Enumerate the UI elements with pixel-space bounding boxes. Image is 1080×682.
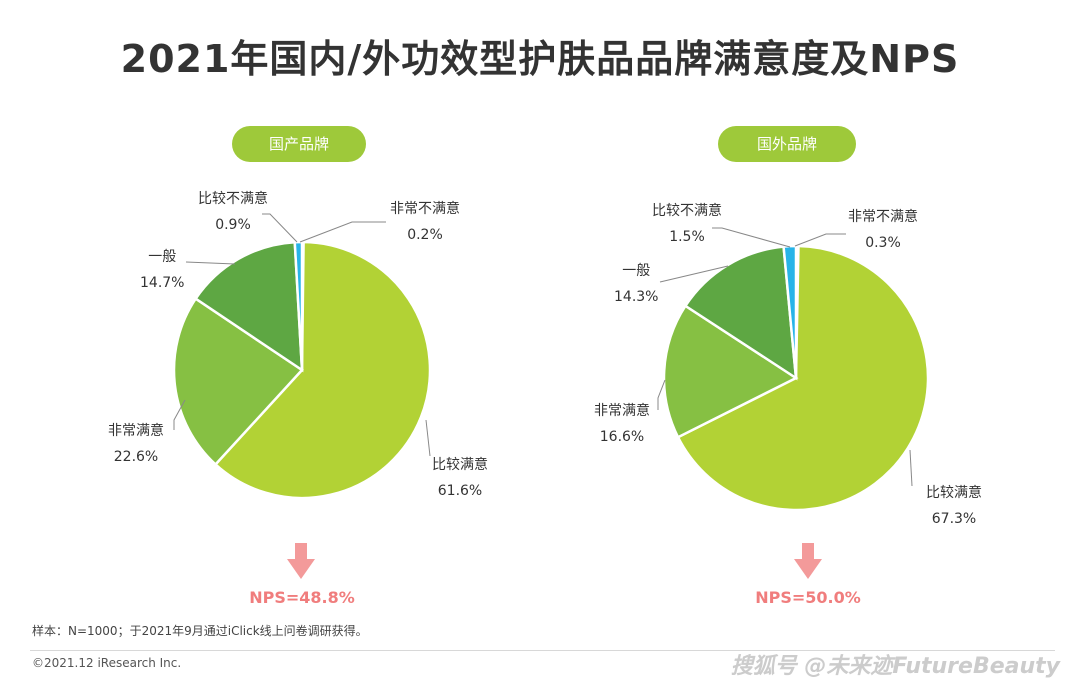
leader-line xyxy=(657,379,666,410)
leader-line xyxy=(185,261,236,265)
pie-slice-domestic-satisfied xyxy=(213,240,432,500)
leader-line xyxy=(173,399,186,430)
label-domestic-satisfied: 比较满意 61.6% xyxy=(432,452,488,504)
pie-slice-foreign-neutral xyxy=(683,245,798,381)
label-name: 比较不满意 xyxy=(198,191,268,207)
label-foreign-satisfied: 比较满意 67.3% xyxy=(926,480,982,532)
label-value: 1.5% xyxy=(669,229,705,245)
arrow-down-icon xyxy=(287,543,315,579)
page-title: 2021年国内/外功效型护肤品品牌满意度及NPS xyxy=(120,37,960,81)
label-foreign-very-dissatisfied: 非常不满意 0.3% xyxy=(848,204,918,256)
divider xyxy=(30,650,1055,651)
label-name: 非常不满意 xyxy=(390,201,460,217)
label-name: 非常满意 xyxy=(108,423,164,439)
label-name: 非常满意 xyxy=(594,403,650,419)
leader-line xyxy=(425,419,431,457)
label-name: 一般 xyxy=(148,249,177,265)
label-domestic-very-dissatisfied: 非常不满意 0.2% xyxy=(390,196,460,248)
label-value: 16.6% xyxy=(599,429,645,445)
leader-line xyxy=(909,449,913,487)
label-value: 0.3% xyxy=(865,235,901,251)
label-value: 14.3% xyxy=(614,289,659,305)
label-value: 67.3% xyxy=(931,511,977,527)
label-value: 61.6% xyxy=(437,483,483,499)
pie-slice-domestic-dissatisfied xyxy=(293,240,304,371)
label-domestic-very-satisfied: 非常满意 22.6% xyxy=(108,418,164,470)
label-value: 0.9% xyxy=(215,217,251,233)
label-value: 0.2% xyxy=(407,227,443,243)
pill-foreign: 国外品牌 xyxy=(718,126,856,162)
label-name: 比较不满意 xyxy=(652,203,722,219)
label-foreign-neutral: 一般 14.3% xyxy=(614,258,658,310)
pie-slice-foreign-satisfied xyxy=(676,244,930,512)
leader-line xyxy=(299,221,386,243)
label-name: 非常不满意 xyxy=(848,209,918,225)
label-domestic-neutral: 一般 14.7% xyxy=(140,244,184,296)
leader-line xyxy=(794,233,846,247)
label-domestic-dissatisfied: 比较不满意 0.9% xyxy=(198,186,268,238)
pie-slice-domestic-neutral xyxy=(193,240,304,373)
label-foreign-very-satisfied: 非常满意 16.6% xyxy=(594,398,650,450)
pie-slice-foreign-very-satisfied xyxy=(662,304,799,439)
label-foreign-dissatisfied: 比较不满意 1.5% xyxy=(652,198,722,250)
footnote: 样本：N=1000；于2021年9月通过iClick线上问卷调研获得。 xyxy=(32,624,368,638)
label-value: 14.7% xyxy=(140,275,185,291)
label-value: 22.6% xyxy=(113,449,159,465)
nps-domestic: NPS=48.8% xyxy=(249,588,355,607)
label-name: 比较满意 xyxy=(432,457,488,473)
label-name: 比较满意 xyxy=(926,485,982,501)
nps-foreign: NPS=50.0% xyxy=(755,588,861,607)
pill-domestic: 国产品牌 xyxy=(232,126,366,162)
leader-line xyxy=(262,213,298,243)
leader-line xyxy=(659,265,729,283)
arrow-down-icon xyxy=(794,543,822,579)
pie-slice-domestic-very-satisfied xyxy=(172,296,304,467)
copyright: ©2021.12 iResearch Inc. xyxy=(32,656,182,670)
watermark: 搜狐号 @未来迹FutureBeauty xyxy=(730,654,1060,679)
leader-line xyxy=(712,227,791,248)
label-name: 一般 xyxy=(622,263,651,279)
